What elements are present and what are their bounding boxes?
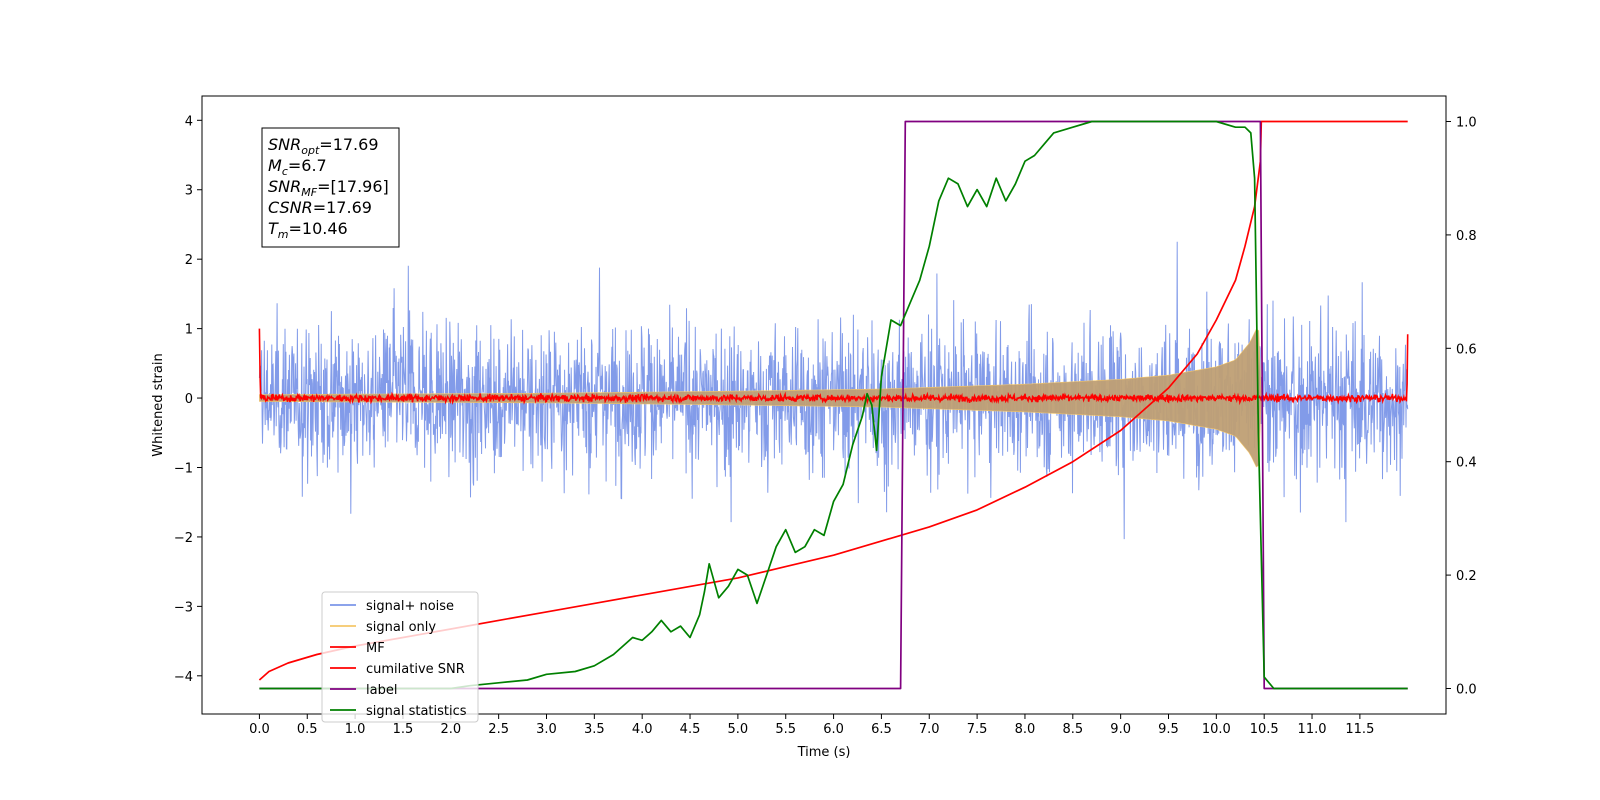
legend-entry-label: label <box>366 683 397 698</box>
y2-tick-label: 0.4 <box>1456 456 1477 471</box>
legend-entry-label: signal+ noise <box>366 599 454 614</box>
annotation-line: CSNR=17.69 <box>268 198 372 217</box>
x-tick-label: 0.0 <box>249 722 270 737</box>
y-tick-label: 2 <box>185 253 193 268</box>
y-tick-label: −1 <box>174 461 193 476</box>
x-tick-label: 2.0 <box>440 722 461 737</box>
axes: 0.0 0.5 1.0 1.5 2.0 2.5 3.0 3.5 4.0 4.5 5.0 5.5 6.0 6… <box>151 114 1477 760</box>
x-tick-label: 8.0 <box>1015 722 1036 737</box>
annotation-value: =17.69 <box>313 198 372 217</box>
y2-tick-label: 0.0 <box>1456 682 1477 697</box>
x-tick-label: 5.5 <box>775 722 796 737</box>
annotation-box <box>261 127 400 248</box>
annotation-subscript: opt <box>301 144 320 157</box>
plot-area <box>258 120 1409 690</box>
annotation-line: Tm=10.46 <box>268 219 348 241</box>
annotation-value: =17.69 <box>319 135 378 154</box>
x-tick-label: 1.5 <box>393 722 414 737</box>
annotation-value: =6.7 <box>288 156 327 175</box>
annotation-symbol: CSNR <box>268 198 313 217</box>
x-tick-label: 5.0 <box>728 722 749 737</box>
x-tick-label: 3.5 <box>584 722 605 737</box>
legend-box <box>321 591 479 723</box>
y-tick-label: 3 <box>185 184 193 199</box>
y2-tick-label: 0.2 <box>1456 569 1477 584</box>
legend-entry-label: signal only <box>366 620 436 635</box>
y-tick-label: −3 <box>174 600 193 615</box>
y-tick-label: 4 <box>185 114 193 129</box>
stats-annotation: SNRopt=17.69Mc=6.7SNRMF=[17.96]CSNR=17.6… <box>261 127 400 248</box>
x-tick-label: 9.0 <box>1110 722 1131 737</box>
x-tick-label: 7.0 <box>919 722 940 737</box>
annotation-symbol: M <box>268 156 282 175</box>
y-tick-label: −2 <box>174 531 193 546</box>
annotation-symbol: SNR <box>268 135 301 154</box>
y-tick-label: 0 <box>185 392 193 407</box>
annotation-subscript: c <box>282 165 288 178</box>
x-tick-label: 10.5 <box>1250 722 1279 737</box>
x-tick-label: 11.0 <box>1298 722 1327 737</box>
x-tick-label: 9.5 <box>1158 722 1179 737</box>
x-tick-label: 6.0 <box>823 722 844 737</box>
annotation-subscript: m <box>278 228 289 241</box>
x-tick-label: 3.0 <box>536 722 557 737</box>
axes-frame <box>201 95 1447 715</box>
series-5-signal-statisticsline <box>259 120 1408 690</box>
x-axis-label: Time (s) <box>797 745 851 760</box>
annotation-line: Mc=6.7 <box>268 156 327 178</box>
legend-entry-label: cumilative SNR <box>366 662 465 677</box>
x-tick-label: 10.0 <box>1202 722 1231 737</box>
legend: signal+ noise signal only MF cumilative SNR… <box>321 591 479 723</box>
annotation-subscript: MF <box>301 186 317 199</box>
annotation-value: =[17.96] <box>317 177 389 196</box>
x-tick-label: 1.0 <box>345 722 366 737</box>
x-tick-label: 7.5 <box>967 722 988 737</box>
x-tick-label: 6.5 <box>871 722 892 737</box>
y2-tick-label: 1.0 <box>1456 116 1477 131</box>
x-tick-label: 4.0 <box>632 722 653 737</box>
annotation-line: SNRopt=17.69 <box>268 135 379 157</box>
annotation-symbol: T <box>268 219 279 238</box>
y-tick-label: 1 <box>185 323 193 338</box>
annotation-symbol: SNR <box>268 177 301 196</box>
legend-entry-label: signal statistics <box>366 704 467 719</box>
annotation-line: SNRMF=[17.96] <box>268 177 389 199</box>
y2-tick-label: 0.8 <box>1456 229 1477 244</box>
x-tick-label: 0.5 <box>297 722 318 737</box>
x-tick-label: 2.5 <box>488 722 509 737</box>
x-tick-label: 11.5 <box>1345 722 1374 737</box>
series-2-mf-line <box>258 328 1409 406</box>
legend-entry-label: MF <box>366 641 385 656</box>
x-tick-label: 8.5 <box>1062 722 1083 737</box>
y2-tick-label: 0.6 <box>1456 342 1477 357</box>
annotation-value: =10.46 <box>289 219 348 238</box>
y-axis-label: Whitened strain <box>151 353 166 456</box>
x-tick-label: 4.5 <box>680 722 701 737</box>
y-tick-label: −4 <box>174 670 193 685</box>
